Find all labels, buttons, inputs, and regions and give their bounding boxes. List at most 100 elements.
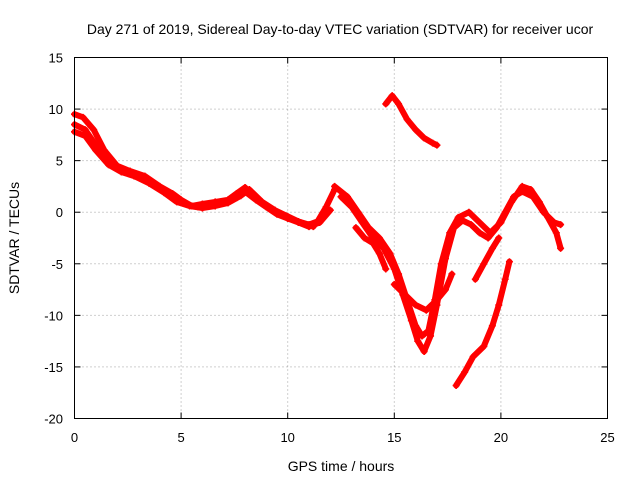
data-point-marker — [493, 224, 501, 232]
data-point-marker — [420, 347, 428, 355]
data-point-marker — [452, 381, 460, 389]
data-point-marker — [418, 332, 426, 340]
series-line-arc-9 — [453, 258, 513, 389]
data-point-marker — [495, 234, 503, 242]
x-tick-label: 10 — [280, 430, 294, 445]
y-tick-label: 15 — [49, 51, 63, 66]
data-point-marker — [495, 301, 503, 309]
data-point-marker — [480, 342, 488, 350]
data-point-marker — [211, 202, 219, 210]
data-point-marker — [427, 332, 435, 340]
data-point-marker — [382, 100, 390, 108]
data-point-marker — [433, 296, 441, 304]
y-tick-label: -5 — [51, 257, 63, 272]
data-point-marker — [422, 306, 430, 314]
data-point-marker — [360, 234, 368, 242]
data-point-marker — [420, 134, 428, 142]
data-point-marker — [429, 139, 437, 147]
y-tick-label: 5 — [56, 154, 63, 169]
data-point-marker — [380, 244, 388, 252]
data-point-marker — [448, 270, 456, 278]
x-tick-label: 20 — [494, 430, 508, 445]
data-point-marker — [401, 291, 409, 299]
data-point-marker — [471, 275, 479, 283]
data-point-marker — [81, 132, 89, 140]
data-point-marker — [92, 146, 100, 154]
data-point-marker — [322, 203, 330, 211]
data-point-marker — [145, 179, 153, 187]
data-point-marker — [316, 219, 324, 227]
y-tick-label: 0 — [56, 205, 63, 220]
data-point-marker — [105, 161, 113, 169]
data-point-marker — [130, 172, 138, 180]
data-point-marker — [501, 208, 509, 216]
x-tick-label: 0 — [71, 430, 78, 445]
data-point-marker — [461, 368, 469, 376]
data-point-marker — [557, 244, 565, 252]
data-point-marker — [529, 193, 537, 201]
data-point-marker — [390, 280, 398, 288]
data-point-marker — [81, 126, 89, 134]
y-tick-label: -10 — [44, 308, 63, 323]
series-line-arc-5 — [338, 188, 564, 355]
data-point-marker — [488, 244, 496, 252]
data-point-marker — [557, 221, 565, 229]
data-point-marker — [484, 234, 492, 242]
data-point-marker — [326, 206, 334, 214]
y-tick-label: -15 — [44, 360, 63, 375]
data-point-marker — [550, 219, 558, 227]
data-point-marker — [382, 265, 390, 273]
data-point-marker — [388, 92, 396, 100]
data-point-marker — [245, 186, 253, 194]
data-point-marker — [224, 199, 232, 207]
series-line-arc-8 — [382, 92, 440, 149]
data-point-marker — [271, 206, 279, 214]
data-point-marker — [518, 188, 526, 196]
data-point-marker — [186, 202, 194, 210]
data-point-marker — [433, 141, 441, 149]
data-point-marker — [160, 189, 168, 197]
data-point-marker — [441, 255, 449, 263]
series-line-arc-10 — [472, 235, 502, 283]
data-point-marker — [258, 198, 266, 206]
data-point-marker — [480, 260, 488, 268]
data-point-marker — [510, 193, 518, 201]
data-point-marker — [540, 208, 548, 216]
data-point-marker — [407, 317, 415, 325]
data-point-marker — [331, 182, 339, 190]
data-point-marker — [117, 168, 125, 176]
data-point-marker — [198, 204, 206, 212]
data-point-marker — [467, 221, 475, 229]
data-point-marker — [412, 301, 420, 309]
data-point-marker — [454, 213, 462, 221]
data-point-marker — [173, 198, 181, 206]
series-layer — [71, 92, 565, 389]
data-point-marker — [79, 113, 87, 121]
data-point-marker — [476, 219, 484, 227]
data-point-marker — [237, 192, 245, 200]
data-point-marker — [375, 249, 383, 257]
data-point-marker — [309, 223, 317, 231]
data-point-marker — [469, 353, 477, 361]
data-point-marker — [284, 212, 292, 220]
series-line-arc-3 — [71, 128, 317, 230]
data-point-marker — [552, 229, 560, 237]
x-tick-label: 5 — [177, 430, 184, 445]
tick-layer: 0 5 10 15 20 25 -20 -15 -10 -5 0 5 10 15 — [44, 51, 615, 446]
data-point-marker — [390, 265, 398, 273]
data-point-marker — [527, 186, 535, 194]
data-point-marker — [395, 100, 403, 108]
data-point-marker — [337, 193, 345, 201]
data-point-marker — [505, 258, 513, 266]
y-tick-label: -20 — [44, 412, 63, 427]
data-point-marker — [369, 239, 377, 247]
data-point-marker — [450, 224, 458, 232]
y-axis-label: SDTVAR / TECUs — [6, 182, 22, 294]
data-point-marker — [358, 219, 366, 227]
data-point-marker — [414, 337, 422, 345]
x-axis-label: GPS time / hours — [288, 458, 395, 474]
data-point-marker — [296, 219, 304, 227]
data-point-marker — [403, 115, 411, 123]
data-point-marker — [352, 224, 360, 232]
